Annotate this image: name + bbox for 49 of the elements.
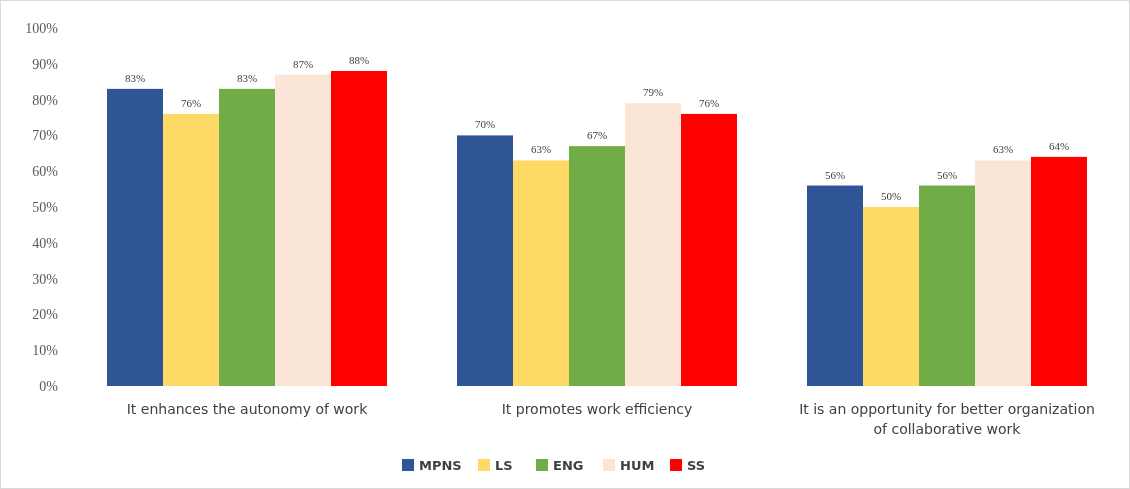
y-tick-label: 90%	[32, 56, 59, 72]
bar	[219, 88, 275, 386]
data-label: 56%	[936, 168, 958, 181]
data-label: 50%	[880, 190, 902, 202]
bar	[331, 70, 387, 386]
data-label: 87%	[292, 57, 314, 70]
data-label: 76%	[180, 96, 202, 109]
bar	[275, 74, 331, 386]
bar	[975, 160, 1031, 386]
x-tick-label: It is an opportunity for better organization of collaborative work	[799, 401, 1095, 437]
legend-label: SS	[687, 457, 706, 473]
data-label: 56%	[824, 168, 846, 181]
y-tick-label: 70%	[32, 128, 59, 144]
y-tick-label: 50%	[32, 199, 59, 215]
y-tick-label: 80%	[32, 92, 59, 108]
data-label: 67%	[586, 129, 608, 142]
bar	[513, 160, 569, 386]
y-tick-label: 30%	[32, 271, 59, 287]
y-tick-label: 10%	[32, 343, 59, 359]
bar	[919, 185, 975, 386]
legend-label: HUM	[620, 457, 655, 473]
data-label: 79%	[642, 86, 664, 99]
bar	[163, 113, 219, 386]
data-label: 70%	[474, 118, 496, 131]
x-tick-label: It enhances the autonomy of work	[126, 401, 369, 417]
data-label: 76%	[698, 96, 720, 109]
bar	[1031, 156, 1087, 386]
bar	[863, 207, 919, 386]
data-label: 88%	[348, 53, 370, 66]
bar	[625, 103, 681, 386]
bar	[457, 135, 513, 386]
y-tick-label: 40%	[32, 235, 59, 251]
data-label: 64%	[1048, 139, 1070, 152]
data-label: 63%	[992, 143, 1014, 156]
legend-label: MPNS	[419, 457, 462, 473]
legend-label: LS	[495, 457, 513, 473]
bar	[107, 88, 163, 386]
data-label: 63%	[530, 143, 552, 156]
y-tick-label: 60%	[32, 164, 59, 180]
y-tick-label: 100%	[25, 20, 59, 36]
bar	[569, 146, 625, 386]
y-tick-label: 20%	[32, 307, 59, 323]
data-label: 83%	[124, 71, 146, 84]
y-tick-label: 0%	[39, 378, 59, 394]
bar	[807, 185, 863, 386]
legend-label: ENG	[553, 457, 584, 473]
data-label: 83%	[236, 71, 258, 84]
x-tick-label: It promotes work efficiency	[501, 401, 693, 417]
bar	[681, 113, 737, 386]
